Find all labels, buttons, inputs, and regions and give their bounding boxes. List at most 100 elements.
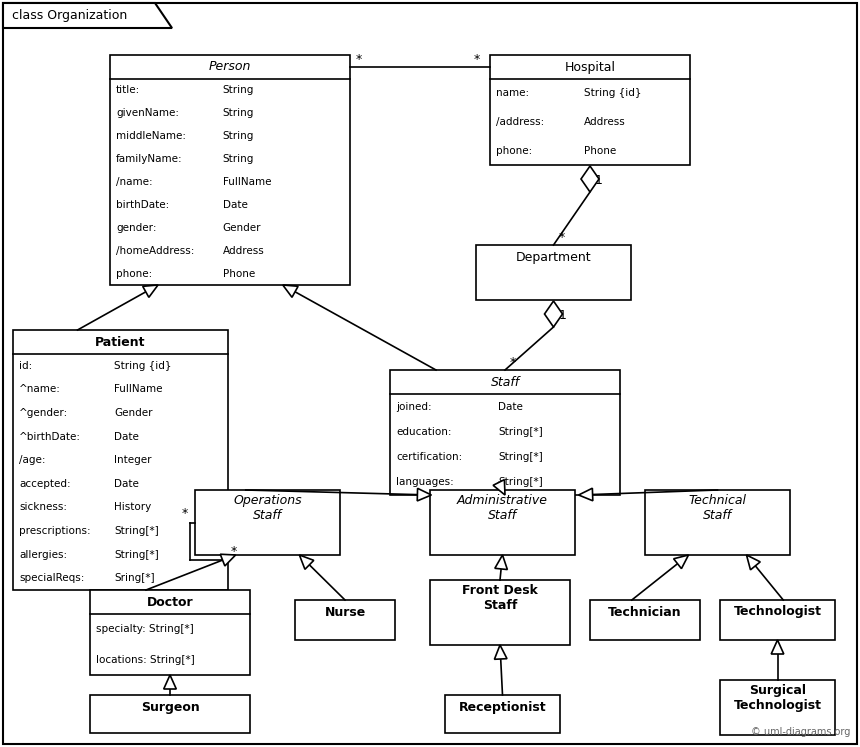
Text: Address: Address [584,117,626,127]
Bar [110,55,350,285]
Text: Nurse: Nurse [324,606,366,619]
Text: Person: Person [209,61,251,73]
Text: String {id}: String {id} [114,361,171,371]
Text: Receptionist: Receptionist [458,701,546,713]
Text: FullName: FullName [114,385,163,394]
Text: Technical
Staff: Technical Staff [689,494,746,522]
Text: familyName:: familyName: [116,154,182,164]
Bar [720,600,835,640]
Text: phone:: phone: [496,146,532,155]
Polygon shape [673,555,689,568]
Bar [476,245,631,300]
Text: *: * [474,53,480,66]
Bar [590,600,700,640]
Text: Administrative
Staff: Administrative Staff [457,494,548,522]
Text: String: String [223,108,255,118]
Text: title:: title: [116,85,140,96]
Text: 1: 1 [595,174,603,187]
Text: Sring[*]: Sring[*] [114,573,155,583]
Polygon shape [581,166,599,192]
Text: Gender: Gender [114,408,152,418]
Text: allergies:: allergies: [19,550,67,560]
Text: prescriptions:: prescriptions: [19,526,90,536]
Bar [645,490,790,555]
Text: Patient: Patient [95,335,145,349]
Polygon shape [3,3,172,28]
Text: Hospital: Hospital [564,61,616,73]
Polygon shape [220,554,236,566]
Text: String[*]: String[*] [498,477,543,487]
Text: phone:: phone: [116,269,152,279]
Text: id:: id: [19,361,33,371]
Text: middleName:: middleName: [116,131,186,141]
Polygon shape [163,675,176,689]
Text: ^gender:: ^gender: [19,408,68,418]
Text: Gender: Gender [223,223,261,233]
Text: Integer: Integer [114,455,151,465]
Text: Doctor: Doctor [147,595,194,609]
Text: specialReqs:: specialReqs: [19,573,84,583]
Text: *: * [231,545,237,558]
Text: birthDate:: birthDate: [116,200,169,210]
Text: gender:: gender: [116,223,157,233]
Text: Operations
Staff: Operations Staff [233,494,302,522]
Bar [720,680,835,735]
Bar [445,695,560,733]
Polygon shape [143,285,158,297]
Text: ^birthDate:: ^birthDate: [19,432,81,441]
Text: String[*]: String[*] [498,427,543,437]
Text: /name:: /name: [116,177,152,187]
Bar [295,600,395,640]
Text: /homeAddress:: /homeAddress: [116,246,194,255]
Bar [90,695,250,733]
Text: 1: 1 [558,309,567,322]
Text: givenName:: givenName: [116,108,179,118]
Text: name:: name: [496,88,529,99]
Text: Surgeon: Surgeon [141,701,200,713]
Text: *: * [558,231,565,244]
Text: String: String [223,154,255,164]
Text: *: * [510,356,516,369]
Text: String[*]: String[*] [114,526,159,536]
Text: /address:: /address: [496,117,544,127]
Text: String: String [223,131,255,141]
Bar [195,490,340,555]
Text: class Organization: class Organization [12,10,127,22]
Text: education:: education: [396,427,452,437]
Text: Date: Date [498,402,523,412]
Polygon shape [579,489,593,500]
Polygon shape [544,301,562,327]
Text: Address: Address [223,246,265,255]
Text: languages:: languages: [396,477,454,487]
Text: History: History [114,503,151,512]
Polygon shape [493,480,505,495]
Text: joined:: joined: [396,402,432,412]
Text: Department: Department [516,250,592,264]
Text: Phone: Phone [584,146,617,155]
Bar [13,330,228,590]
Polygon shape [771,640,783,654]
Text: Date: Date [114,432,139,441]
Polygon shape [494,555,507,569]
Text: sickness:: sickness: [19,503,67,512]
Text: Technician: Technician [608,606,682,619]
Bar [490,55,690,165]
Bar [430,490,575,555]
Text: String {id}: String {id} [584,88,642,99]
Polygon shape [417,489,432,501]
Text: Front Desk
Staff: Front Desk Staff [462,584,538,612]
Text: String[*]: String[*] [114,550,159,560]
Text: ^name:: ^name: [19,385,61,394]
Bar [390,370,620,495]
Text: Date: Date [114,479,139,489]
Bar [90,590,250,675]
Text: Surgical
Technologist: Surgical Technologist [734,684,821,712]
Text: Technologist: Technologist [734,606,821,619]
Text: String[*]: String[*] [498,452,543,462]
Text: FullName: FullName [223,177,271,187]
Text: Phone: Phone [223,269,255,279]
Text: *: * [181,507,188,521]
Text: *: * [356,53,362,66]
Text: String: String [223,85,255,96]
Text: Staff: Staff [490,376,519,388]
